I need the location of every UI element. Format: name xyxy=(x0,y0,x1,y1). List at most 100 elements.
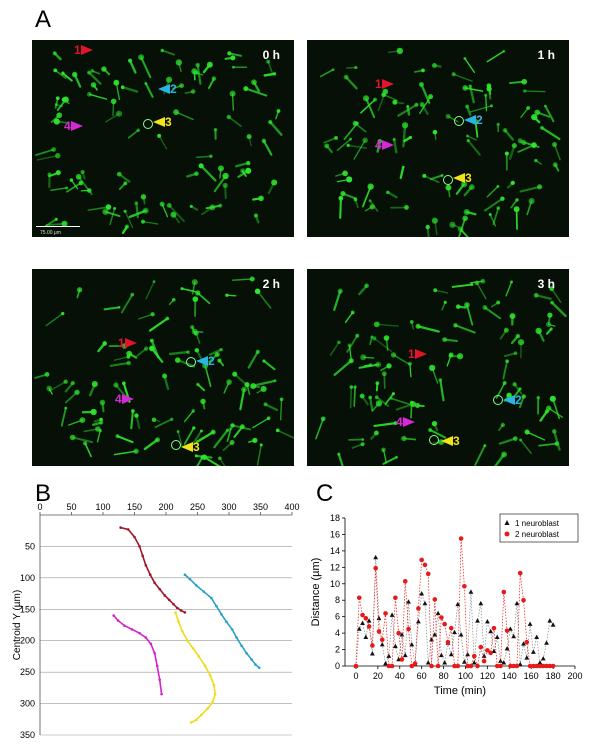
time-label: 0 h xyxy=(263,48,280,62)
data-point xyxy=(373,555,378,559)
data-point xyxy=(446,640,451,645)
cell-body xyxy=(526,106,530,110)
cell-body xyxy=(408,362,412,366)
arrow-neuroblast-4: 4 xyxy=(375,138,394,152)
cell-body xyxy=(438,378,442,382)
data-point xyxy=(168,599,171,602)
cell-body xyxy=(81,170,85,174)
cell-body xyxy=(342,171,348,177)
data-point xyxy=(439,615,444,620)
cell-body xyxy=(54,118,60,124)
x-tick-label: 140 xyxy=(502,671,517,681)
cell-body xyxy=(141,194,146,199)
cell-process xyxy=(334,291,340,310)
data-point xyxy=(180,609,183,612)
cell-body xyxy=(192,329,198,335)
cell-body xyxy=(267,416,271,420)
series-line xyxy=(121,528,185,613)
cell-body xyxy=(503,128,508,133)
data-point xyxy=(485,619,490,623)
cell-body xyxy=(55,218,58,221)
cell-body xyxy=(449,222,455,228)
cell-body xyxy=(404,205,409,210)
cell-body xyxy=(74,390,79,395)
arrow-number: 4 xyxy=(115,392,122,406)
data-point xyxy=(416,606,421,611)
data-point xyxy=(442,660,447,664)
data-point xyxy=(203,590,206,593)
cell-body xyxy=(402,122,408,128)
cell-body xyxy=(355,334,359,338)
data-point xyxy=(138,632,141,635)
arrow-number: 2 xyxy=(476,113,483,127)
data-point xyxy=(479,645,484,650)
cell-body xyxy=(144,82,147,85)
cell-process xyxy=(185,411,194,422)
arrow-neuroblast-2: 2 xyxy=(464,113,483,127)
data-point xyxy=(364,616,369,621)
cell-process xyxy=(146,83,153,96)
cell-body xyxy=(505,359,509,363)
cell-body xyxy=(484,94,487,97)
cell-body xyxy=(360,442,364,446)
cell-body xyxy=(173,109,179,115)
cell-process xyxy=(249,352,258,368)
cell-process xyxy=(401,167,403,178)
cell-body xyxy=(211,430,216,435)
cell-body xyxy=(349,138,352,141)
cell-body xyxy=(552,429,557,434)
data-point xyxy=(551,622,556,626)
cell-body xyxy=(76,174,82,180)
cell-process xyxy=(246,89,266,96)
cell-process xyxy=(62,408,66,426)
data-point xyxy=(360,621,365,625)
cell-body xyxy=(246,161,250,165)
cell-body xyxy=(529,198,535,204)
cell-body xyxy=(222,173,228,179)
data-point xyxy=(354,664,359,669)
cell-body xyxy=(276,429,280,433)
cell-body xyxy=(374,321,380,327)
cell-body xyxy=(126,361,131,366)
cell-body xyxy=(511,181,515,185)
cell-process xyxy=(139,314,153,319)
cell-body xyxy=(90,409,96,415)
cell-process xyxy=(539,444,557,446)
cell-process xyxy=(264,141,271,155)
data-point xyxy=(390,664,395,669)
cell-process xyxy=(500,439,515,444)
cell-process xyxy=(527,432,544,440)
cell-body xyxy=(92,381,98,387)
data-point xyxy=(133,536,136,539)
cell-body xyxy=(170,418,173,421)
data-point xyxy=(156,665,159,668)
data-point xyxy=(396,631,401,636)
cell-body xyxy=(195,454,198,457)
cell-body xyxy=(77,287,82,292)
cell-process xyxy=(253,418,269,427)
cell-process xyxy=(354,140,365,159)
x-tick-label: 0 xyxy=(353,671,358,681)
cell-body xyxy=(452,72,456,76)
cell-process xyxy=(487,51,504,61)
cell-body xyxy=(550,301,554,305)
x-tick-label: 300 xyxy=(221,502,236,512)
cell-body xyxy=(167,203,172,208)
cell-body xyxy=(496,206,500,210)
cell-process xyxy=(487,186,498,197)
data-point xyxy=(465,652,470,656)
cell-body xyxy=(155,437,160,442)
y-tick-label: 18 xyxy=(330,513,340,523)
cell-body xyxy=(334,136,338,140)
cell-body xyxy=(466,135,469,138)
cell-process xyxy=(348,145,366,148)
tracked-cell-marker xyxy=(443,175,453,185)
cell-body xyxy=(483,444,486,447)
data-point xyxy=(505,628,510,633)
data-point xyxy=(436,611,441,615)
data-point xyxy=(138,545,141,548)
cell-process xyxy=(214,430,227,447)
cell-body xyxy=(243,86,248,91)
cell-process xyxy=(391,398,409,404)
